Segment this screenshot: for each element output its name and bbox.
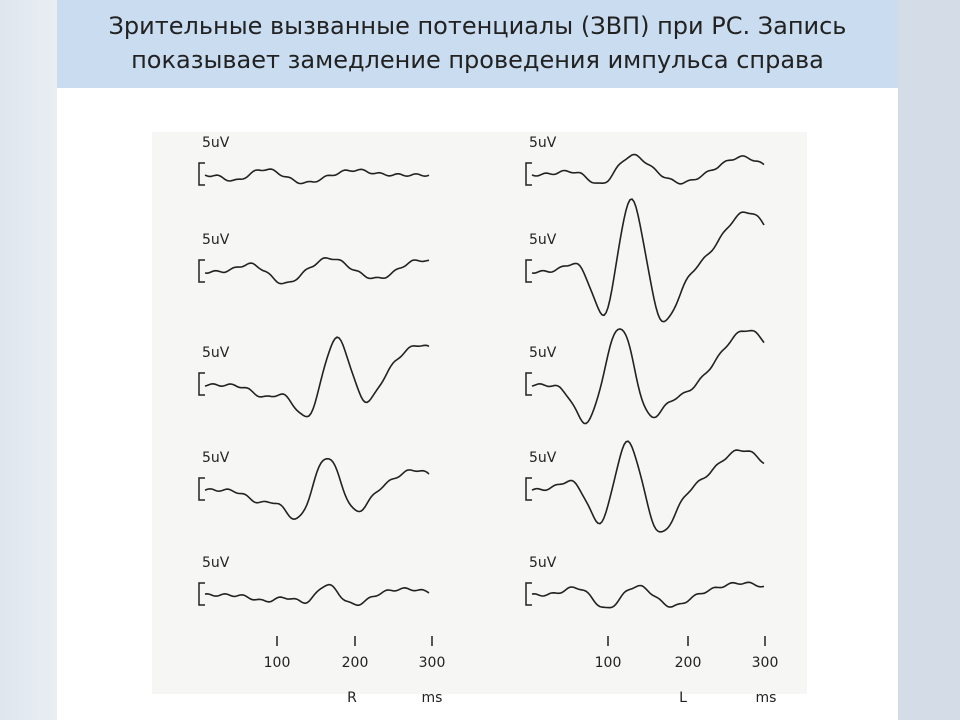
scale-bracket	[198, 259, 205, 283]
waveform	[204, 583, 430, 606]
tick-label: 300	[752, 655, 779, 671]
scale-bracket	[198, 582, 205, 606]
scale-bracket	[198, 372, 205, 396]
waveform	[531, 153, 765, 185]
tick-label: 300	[419, 655, 446, 671]
scale-label: 5uV	[202, 345, 230, 361]
side-label: R	[347, 690, 357, 706]
scale-label: 5uV	[529, 345, 557, 361]
waveform	[204, 168, 430, 185]
unit-label: ms	[422, 690, 443, 706]
side-label: L	[679, 690, 687, 706]
title-bar: Зрительные вызванные потенциалы (ЗВП) пр…	[57, 0, 898, 88]
waveform	[531, 440, 765, 533]
tick-label: 100	[264, 655, 291, 671]
waveform	[531, 328, 765, 425]
waveform	[531, 581, 765, 609]
scale-label: 5uV	[529, 232, 557, 248]
scale-bracket	[525, 259, 532, 283]
scan-area	[152, 132, 807, 694]
scale-bracket	[525, 372, 532, 396]
waveform	[531, 198, 765, 323]
scale-label: 5uV	[202, 450, 230, 466]
unit-label: ms	[756, 690, 777, 706]
scale-label: 5uV	[202, 232, 230, 248]
title-line: показывает замедление проведения импульс…	[131, 46, 824, 74]
tick-label: 200	[342, 655, 369, 671]
waveform	[204, 256, 430, 285]
scale-bracket	[525, 582, 532, 606]
scale-label: 5uV	[202, 135, 230, 151]
title-line: Зрительные вызванные потенциалы (ЗВП) пр…	[108, 12, 847, 40]
waveform	[204, 457, 430, 520]
tick-label: 100	[595, 655, 622, 671]
scale-bracket	[198, 477, 205, 501]
scale-bracket	[198, 162, 205, 186]
scale-label: 5uV	[529, 135, 557, 151]
scale-label: 5uV	[529, 450, 557, 466]
scale-label: 5uV	[529, 555, 557, 571]
scale-label: 5uV	[202, 555, 230, 571]
scale-bracket	[525, 162, 532, 186]
scale-bracket	[525, 477, 532, 501]
tick-label: 200	[675, 655, 702, 671]
waveform	[204, 336, 430, 418]
